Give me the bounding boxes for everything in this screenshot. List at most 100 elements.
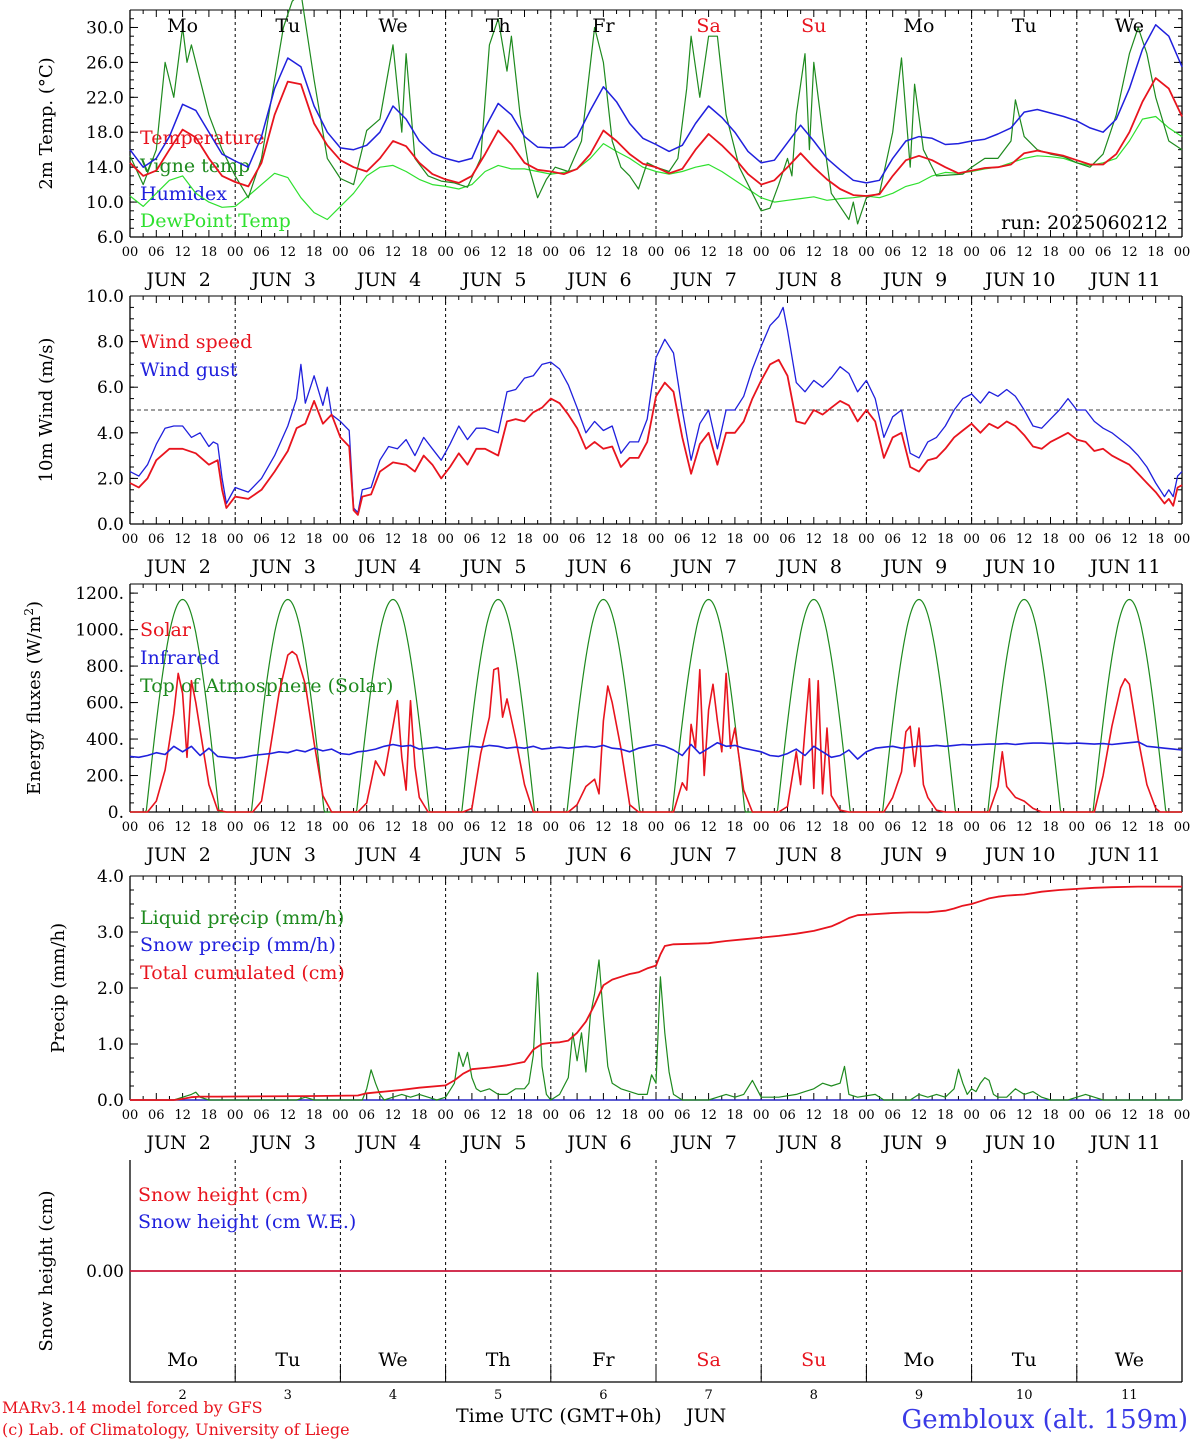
weekday-label: Th	[486, 1349, 511, 1371]
hour-tick-label: 18	[306, 820, 323, 835]
hour-tick-label: 12	[806, 1108, 823, 1123]
weekday-label: Sa	[696, 1349, 720, 1371]
hour-tick-label: 18	[832, 820, 849, 835]
legend-entry: Snow height (cm W.E.)	[138, 1211, 356, 1233]
date-label: JUN 8	[776, 556, 842, 578]
hour-tick-label: 06	[779, 1108, 796, 1123]
weekday-label: Fr	[592, 1349, 615, 1371]
hour-tick-label: 18	[411, 1108, 428, 1123]
y-axis-title: Snow height (cm)	[36, 1190, 57, 1351]
hour-tick-label: 06	[148, 820, 165, 835]
temperature-panel: 6.0 10.0 14.0 18.0 22.0 26.0 30.0 2m Temp. (°C)…	[36, 0, 1190, 291]
hour-tick-label: 18	[1042, 820, 1059, 835]
hour-tick-label: 00	[227, 532, 244, 547]
series-line-liquid-precip-mm-h-	[130, 959, 1182, 1101]
series-line-wind-speed	[129, 358, 1183, 516]
date-label: JUN 6	[565, 1132, 631, 1154]
series-line-vigne-temp	[129, 0, 1183, 225]
date-label: JUN 2	[144, 1132, 210, 1154]
hour-tick-label: 18	[201, 245, 218, 260]
hour-tick-label: 06	[148, 1108, 165, 1123]
y-tick-label: 0.	[108, 803, 124, 823]
hour-tick-label: 12	[595, 1108, 612, 1123]
hour-tick-label: 12	[490, 245, 507, 260]
date-label: JUN 6	[565, 269, 631, 291]
date-label: JUN 4	[355, 556, 421, 578]
legend-entry: Infrared	[140, 647, 220, 669]
date-label: JUN 8	[776, 844, 842, 866]
hour-tick-label: 00	[543, 820, 560, 835]
date-label: JUN 8	[776, 269, 842, 291]
hour-tick-label: 00	[753, 532, 770, 547]
y-tick-label: 26.0	[86, 53, 124, 73]
hour-tick-label: 18	[201, 1108, 218, 1123]
hour-tick-label: 06	[1095, 820, 1112, 835]
hour-tick-label: 06	[779, 532, 796, 547]
series-line-dewpoint-temp	[129, 115, 1183, 221]
hour-tick-label: 00	[858, 245, 875, 260]
hour-tick-label: 18	[621, 1108, 638, 1123]
date-label: JUN 11	[1088, 1132, 1160, 1154]
hour-tick-label: 00	[963, 1108, 980, 1123]
hour-tick-label: 18	[727, 532, 744, 547]
hour-tick-label: 00	[648, 245, 665, 260]
date-label: JUN 2	[144, 844, 210, 866]
hour-tick-label: 00	[648, 820, 665, 835]
hour-tick-label: 00	[1069, 1108, 1086, 1123]
y-axis-title: 2m Temp. (°C)	[36, 57, 57, 189]
hour-tick-label: 18	[727, 820, 744, 835]
day-number-label: 10	[1016, 1388, 1033, 1403]
legend-entry: Solar	[140, 619, 192, 641]
hour-tick-label: 18	[727, 1108, 744, 1123]
hour-tick-label: 00	[437, 532, 454, 547]
hour-tick-label: 00	[1174, 245, 1191, 260]
date-label: JUN 10	[983, 844, 1055, 866]
hour-tick-label: 06	[990, 820, 1007, 835]
hour-tick-label: 12	[174, 245, 191, 260]
hour-tick-label: 12	[490, 820, 507, 835]
date-label: JUN 5	[460, 556, 526, 578]
series-line-top-of-atmosphere-solar	[130, 598, 1182, 813]
hour-tick-label: 18	[516, 245, 533, 260]
hour-tick-label: 12	[174, 820, 191, 835]
legend-entry: Total cumulated (cm)	[140, 962, 345, 984]
day-number-label: 11	[1121, 1388, 1138, 1403]
hour-tick-label: 06	[674, 245, 691, 260]
hour-tick-label: 06	[358, 1108, 375, 1123]
y-tick-label: 800.	[86, 657, 124, 677]
hour-tick-label: 00	[332, 820, 349, 835]
hour-tick-label: 18	[516, 820, 533, 835]
y-tick-label: 30.0	[86, 18, 124, 38]
hour-tick-label: 00	[963, 820, 980, 835]
date-label: JUN 11	[1088, 269, 1160, 291]
precipitation-panel: 0.0 1.0 2.0 3.0 4.0 Precip (mm/h) 00 06 12 18 JUN …	[48, 867, 1190, 1154]
x-axis-title: Time UTC (GMT+0h)	[456, 1405, 662, 1427]
hour-tick-label: 00	[858, 1108, 875, 1123]
hour-tick-label: 18	[937, 1108, 954, 1123]
y-tick-label: 200.	[86, 767, 124, 787]
series-line-temperature	[129, 77, 1183, 197]
y-axis-title: Energy fluxes (W/m2)	[22, 601, 45, 795]
date-label: JUN 10	[983, 556, 1055, 578]
hour-tick-label: 18	[201, 532, 218, 547]
hour-tick-label: 00	[1174, 820, 1191, 835]
hour-tick-label: 12	[911, 820, 928, 835]
hour-tick-label: 06	[990, 245, 1007, 260]
hour-tick-label: 12	[911, 245, 928, 260]
hour-tick-label: 12	[911, 1108, 928, 1123]
hour-tick-label: 12	[700, 532, 717, 547]
series-line-infrared	[129, 741, 1183, 760]
wind-panel: 0.0 2.0 4.0 6.0 8.0 10.0 10m Wind (m/s) 00 06 12 1…	[36, 287, 1190, 578]
copyright-credit: (c) Lab. of Climatology, University of L…	[2, 1420, 350, 1439]
hour-tick-label: 18	[306, 245, 323, 260]
hour-tick-label: 06	[358, 532, 375, 547]
y-tick-label: 1.0	[97, 1035, 124, 1055]
legend-entry: Wind gust	[140, 359, 238, 381]
legend-entry: Vigne temp	[139, 155, 250, 177]
hour-tick-label: 12	[280, 1108, 297, 1123]
date-label: JUN 7	[670, 844, 736, 866]
hour-tick-label: 00	[227, 1108, 244, 1123]
hour-tick-label: 06	[569, 1108, 586, 1123]
series-line-total-cumulated-cm-	[130, 885, 1182, 1101]
hour-tick-label: 06	[148, 245, 165, 260]
